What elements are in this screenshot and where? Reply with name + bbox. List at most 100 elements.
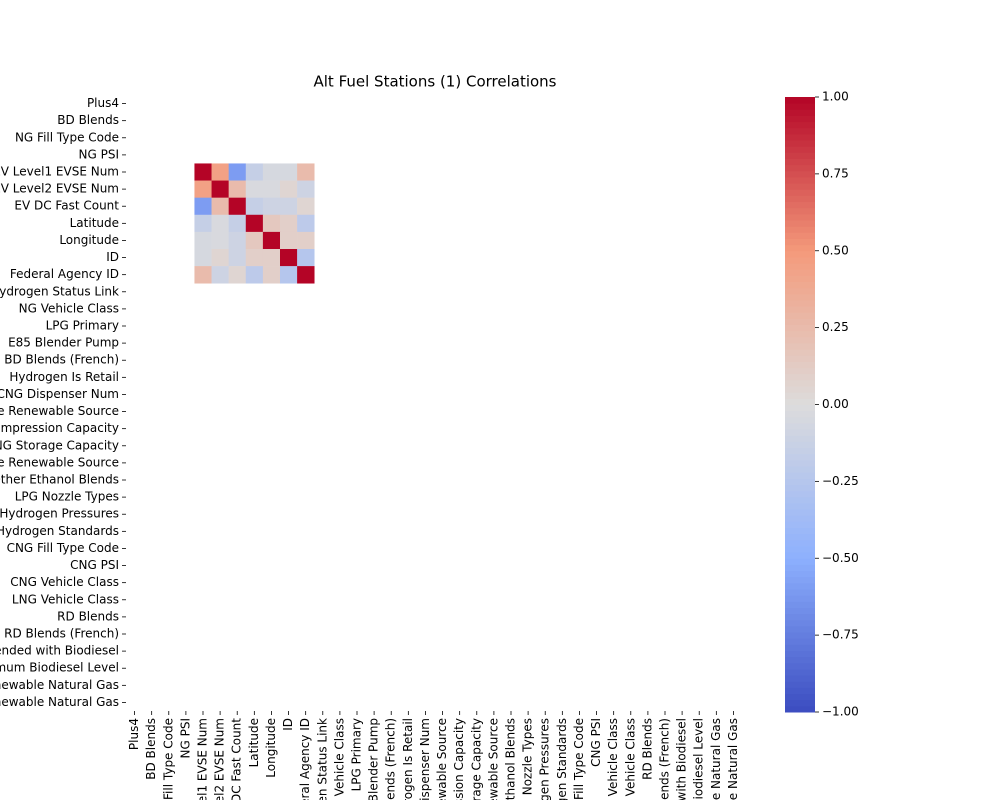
x-tick-label: CNG Fill Type Code (572, 718, 586, 800)
colorbar-segment (785, 656, 815, 664)
colorbar-segment (785, 97, 815, 104)
colorbar-segment (785, 183, 815, 190)
colorbar-segment (785, 343, 815, 350)
x-tick-label: RD Blends (French) (658, 718, 672, 800)
colorbar-segment (785, 238, 815, 246)
x-tick-label: Hydrogen Is Retail (401, 718, 415, 800)
y-tick-label: Latitude (70, 216, 119, 230)
colorbar-tick-label: 0.50 (822, 243, 849, 257)
colorbar-segment (785, 693, 815, 701)
colorbar-segment (785, 367, 815, 375)
heatmap-cell (297, 266, 315, 284)
x-tick-label: ID (281, 718, 295, 731)
heatmap-cell (262, 197, 281, 216)
colorbar-segment (785, 441, 815, 449)
heatmap-cell (194, 266, 212, 284)
colorbar-segment (785, 220, 815, 227)
heatmap-cell (297, 197, 315, 216)
x-tick-label: CNG Renewable Natural Gas (709, 718, 723, 800)
colorbar-segment (785, 496, 815, 504)
colorbar-segment (785, 293, 815, 301)
y-tick-label: EV Level1 EVSE Num (0, 165, 119, 179)
x-tick-label: LNG Renewable Natural Gas (726, 718, 740, 800)
colorbar-segment (785, 675, 815, 682)
heatmap-cell (280, 180, 298, 198)
colorbar-segment (785, 527, 815, 535)
y-tick-label: RD Blends (French) (4, 627, 119, 641)
heatmap-cell (194, 249, 212, 267)
colorbar-segment (785, 644, 815, 651)
y-tick-label: ID (106, 250, 119, 264)
colorbar-tick-label: 0.75 (822, 166, 849, 180)
y-tick-label: E85 Other Ethanol Blends (0, 473, 119, 487)
colorbar-segment (785, 269, 815, 276)
colorbar-segment (785, 275, 815, 282)
x-tick-label: Hydrogen Standards (555, 718, 569, 800)
colorbar-segment (785, 416, 815, 424)
x-tick-label: Plus4 (127, 718, 141, 750)
colorbar-segment (785, 558, 815, 565)
x-tick-label: NG Vehicle Class (332, 718, 346, 800)
heatmap-cell (228, 214, 247, 233)
x-tick-label: RD Maximum Biodiesel Level (692, 718, 706, 800)
x-tick-label: LPG Nozzle Types (521, 718, 535, 800)
colorbar-segment (785, 201, 815, 209)
colorbar-segment (785, 207, 815, 215)
colorbar-segment (785, 226, 815, 233)
colorbar-segment (785, 195, 815, 203)
x-tick-label: LNG On-Site Renewable Source (486, 718, 500, 800)
y-tick-label: EV Level2 EVSE Num (0, 182, 119, 196)
x-tick-label: EV Level2 EVSE Num (213, 718, 227, 800)
heatmap-cell (280, 249, 298, 267)
heatmap-cell (262, 214, 281, 233)
heatmap-cell (262, 231, 281, 250)
x-tick-label: BD Blends (French) (384, 718, 398, 800)
x-tick-label: RD Blends (640, 718, 654, 780)
colorbar-segment (785, 379, 815, 387)
y-tick-label: RD Blends (57, 609, 119, 623)
colorbar-segment (785, 355, 815, 362)
colorbar-segment (785, 361, 815, 369)
colorbar-segment (785, 570, 815, 578)
heatmap-cell (297, 231, 315, 250)
colorbar-segment (785, 459, 815, 467)
colorbar-segment (785, 589, 815, 596)
y-tick-label: RD Blended with Biodiesel (0, 644, 119, 658)
colorbar-segment (785, 422, 815, 430)
chart-title: Alt Fuel Stations (1) Correlations (313, 73, 556, 91)
x-tick-label: RD Blended with Biodiesel (675, 718, 689, 800)
heatmap-cell (280, 163, 298, 181)
x-tick-label: CNG Storage Capacity (469, 718, 483, 800)
colorbar-segment (785, 435, 815, 442)
heatmap-cell (245, 214, 264, 233)
colorbar-segment (785, 115, 815, 123)
heatmap-cell (194, 163, 212, 181)
x-tick-label: Latitude (247, 718, 261, 767)
x-tick-label: EV Level1 EVSE Num (196, 718, 210, 800)
x-tick-label: NG PSI (178, 718, 192, 758)
heatmap-cell (280, 231, 298, 250)
colorbar-segment (785, 650, 815, 658)
heatmap-cell (228, 249, 247, 267)
heatmap-cell (280, 197, 298, 216)
colorbar-segment (785, 625, 815, 633)
colorbar-segment (785, 521, 815, 528)
y-tick-label: CNG Renewable Natural Gas (0, 678, 119, 692)
colorbar-segment (785, 484, 815, 492)
y-tick-label: NG Vehicle Class (19, 301, 119, 315)
colorbar-segment (785, 502, 815, 510)
colorbar-tick-label: −0.75 (822, 628, 859, 642)
x-tick-label: EV DC Fast Count (230, 718, 244, 800)
colorbar-segment (785, 582, 815, 590)
colorbar-segment (785, 299, 815, 307)
colorbar-segment (785, 133, 815, 141)
y-tick-label: Hydrogen Status Link (0, 284, 119, 298)
colorbar-segment (785, 336, 815, 344)
x-tick-label: CNG Total Compression Capacity (452, 718, 466, 800)
y-tick-label: CNG PSI (70, 558, 119, 572)
colorbar-segment (785, 509, 815, 516)
colorbar-segment (785, 705, 815, 713)
y-tick-label: CNG Storage Capacity (0, 438, 119, 452)
